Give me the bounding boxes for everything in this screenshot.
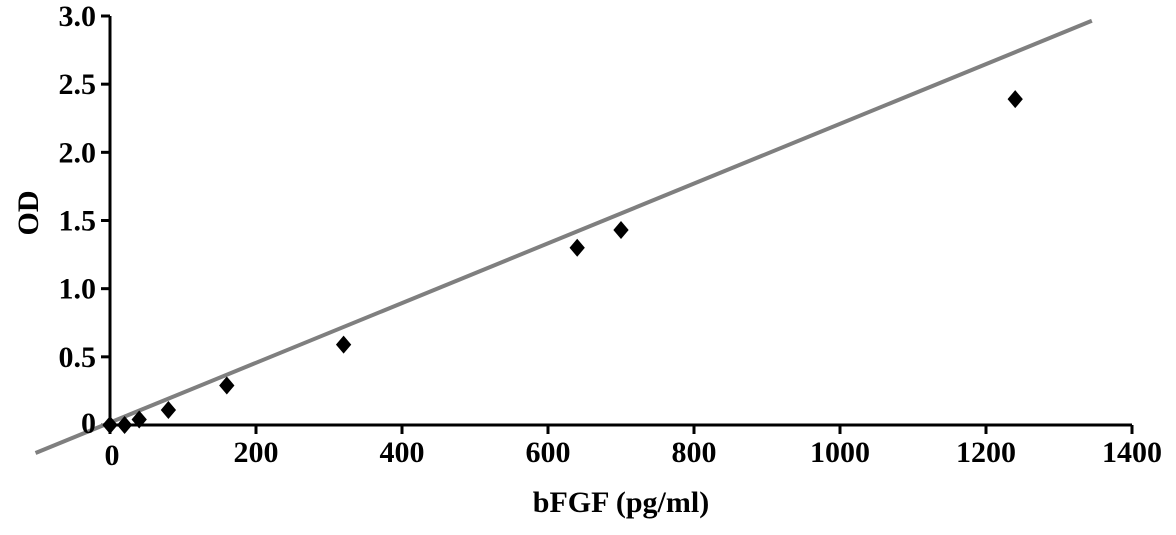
x-tick-label: 200 bbox=[234, 436, 279, 469]
data-points bbox=[102, 90, 1023, 434]
data-point bbox=[335, 335, 352, 354]
data-point bbox=[131, 410, 147, 429]
y-tick-label: 0.5 bbox=[59, 341, 97, 374]
y-tick-labels: 0 0.5 1.0 1.5 2.0 2.5 3.0 bbox=[59, 0, 97, 440]
data-point bbox=[613, 221, 629, 240]
y-tick-label: 2.0 bbox=[59, 136, 97, 169]
x-axis-title: bFGF (pg/ml) bbox=[533, 486, 709, 519]
trendline bbox=[34, 18, 1093, 455]
x-tick-label: 600 bbox=[526, 436, 571, 469]
y-tick-label: 1.5 bbox=[59, 205, 97, 238]
data-point bbox=[102, 416, 118, 434]
y-tick-label: 3.0 bbox=[59, 0, 97, 33]
data-point bbox=[1007, 90, 1023, 109]
y-tick-label: 1.0 bbox=[59, 273, 97, 306]
x-tick-label: 1400 bbox=[1102, 436, 1162, 469]
data-point bbox=[219, 376, 235, 395]
x-tick-labels: 0 200 400 600 800 1000 1200 1400 bbox=[105, 436, 1163, 472]
y-axis-ticks bbox=[101, 14, 110, 427]
y-tick-label: 2.5 bbox=[59, 68, 97, 101]
x-tick-label: 1000 bbox=[810, 436, 870, 469]
y-axis-title: OD bbox=[12, 191, 45, 236]
x-tick-label: 1200 bbox=[956, 436, 1016, 469]
data-point bbox=[160, 401, 177, 420]
x-tick-label: 400 bbox=[380, 436, 425, 469]
data-point bbox=[569, 238, 585, 257]
data-point bbox=[116, 416, 133, 434]
y-tick-label: 0 bbox=[81, 407, 96, 440]
x-tick-label: 800 bbox=[672, 436, 717, 469]
x-tick-label: 0 bbox=[105, 439, 120, 472]
